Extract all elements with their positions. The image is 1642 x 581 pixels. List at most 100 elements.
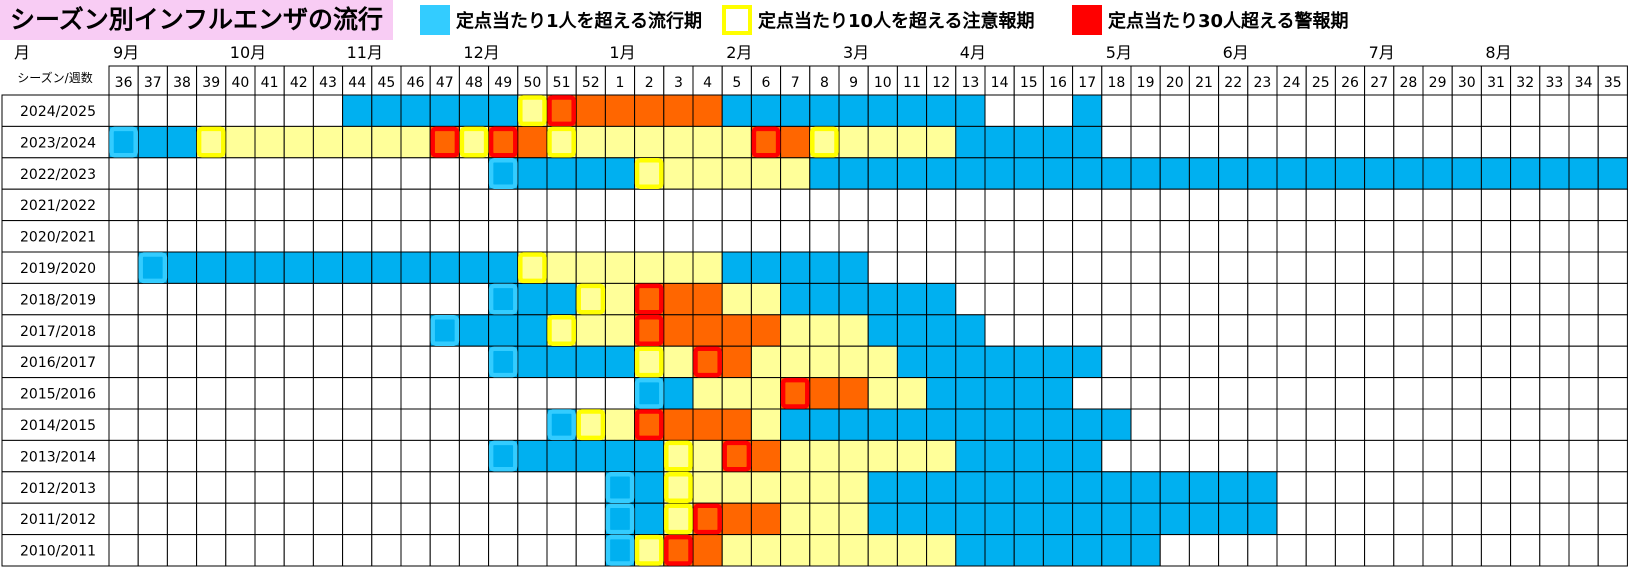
heatmap-cell (1597, 345, 1628, 379)
heatmap-cell (1510, 502, 1541, 536)
heatmap-cell (517, 188, 548, 222)
heatmap-cell (896, 345, 928, 379)
heatmap-cell (867, 251, 898, 284)
heatmap-cell (575, 439, 606, 473)
week-label: 16 (1049, 75, 1067, 91)
heatmap-cell (108, 251, 139, 284)
heatmap-cell (663, 125, 694, 159)
heatmap-cell (1013, 408, 1044, 441)
heatmap-cell (1218, 408, 1249, 441)
heatmap-cell (984, 502, 1015, 536)
week-header-cell (1451, 65, 1482, 96)
heatmap-cell (1101, 125, 1132, 159)
heatmap-cell (1276, 471, 1307, 504)
heatmap-cell (1042, 282, 1074, 316)
week-header-cell (488, 65, 519, 96)
heatmap-cell (1568, 408, 1599, 441)
heatmap-cell (809, 345, 840, 379)
month-label: 8月 (1485, 43, 1511, 62)
heatmap-cell (1597, 314, 1628, 347)
heatmap-cell (166, 251, 198, 284)
heatmap-cell (371, 282, 402, 316)
heatmap-cell (342, 94, 373, 127)
heatmap-cell (984, 251, 1015, 284)
heatmap-cell (1159, 282, 1190, 316)
heatmap-cell (1364, 125, 1395, 159)
heatmap-cell (1013, 534, 1044, 567)
heatmap-cell (488, 534, 519, 567)
heatmap-cell (955, 408, 986, 441)
heatmap-cell (984, 157, 1015, 190)
heatmap-cell (196, 345, 227, 379)
heatmap-cell (692, 408, 723, 441)
legend-label-advisory: 定点当たり10人を超える注意報期 (758, 11, 1035, 32)
heatmap-cell (225, 471, 256, 504)
heatmap-cell (838, 188, 869, 222)
heatmap-cell (196, 534, 227, 567)
heatmap-cell (342, 377, 373, 410)
heatmap-cell (342, 125, 373, 159)
heatmap-cell (458, 502, 490, 536)
heatmap-cell (1539, 94, 1570, 127)
season-label: 2020/2021 (20, 230, 96, 246)
heatmap-cell (1480, 282, 1512, 316)
heatmap-cell (634, 220, 665, 253)
week-label: 15 (1020, 75, 1038, 91)
heatmap-cell (926, 125, 957, 159)
heatmap-cell (1393, 188, 1424, 222)
heatmap-cell (955, 251, 986, 284)
legend-item-warning: 定点当たり30人超える警報期 (1072, 0, 1349, 40)
heatmap-cell (1013, 94, 1044, 127)
heatmap-cell (750, 94, 782, 127)
heatmap-cell (1305, 251, 1336, 284)
heatmap-cell (1188, 534, 1220, 567)
heatmap-cell (254, 220, 285, 253)
heatmap-cell (1188, 157, 1220, 190)
heatmap-cell (400, 502, 431, 536)
heatmap-cell (312, 282, 344, 316)
heatmap-cell (926, 345, 957, 379)
heatmap-cell (1247, 125, 1278, 159)
heatmap-cell (488, 251, 519, 284)
heatmap-cell (1247, 157, 1278, 190)
week-label: 47 (436, 75, 454, 91)
heatmap-cell (1451, 439, 1482, 473)
season-label: 2012/2013 (20, 481, 96, 497)
heatmap-cell (692, 220, 723, 253)
heatmap-cell (867, 471, 898, 504)
heatmap-cell (1188, 439, 1220, 473)
heatmap-cell (196, 220, 227, 253)
week-label: 29 (1429, 75, 1447, 91)
heatmap-cell (254, 408, 285, 441)
heatmap-cell (721, 188, 752, 222)
heatmap-cell (1159, 502, 1190, 536)
heatmap-cell (809, 188, 840, 222)
onset-marker (518, 95, 547, 127)
onset-marker (664, 534, 693, 566)
heatmap-cell (1042, 220, 1074, 253)
heatmap-cell (1480, 471, 1512, 504)
heatmap-cell (575, 471, 606, 504)
onset-marker (488, 346, 518, 378)
heatmap-cell (1364, 188, 1395, 222)
heatmap-cell (780, 220, 811, 253)
heatmap-cell (312, 439, 344, 473)
heatmap-cell (1276, 220, 1307, 253)
heatmap-cell (634, 188, 665, 222)
heatmap-cell (517, 157, 548, 190)
heatmap-cell (400, 408, 431, 441)
week-header-cell (604, 65, 636, 96)
heatmap-cell (517, 534, 548, 567)
heatmap-cell (575, 94, 606, 127)
heatmap-cell (1101, 377, 1132, 410)
week-label: 20 (1166, 75, 1184, 91)
heatmap-cell (663, 408, 694, 441)
heatmap-cell (371, 220, 402, 253)
heatmap-cell (1510, 282, 1541, 316)
heatmap-cell (1101, 439, 1132, 473)
heatmap-cell (867, 534, 898, 567)
heatmap-cell (1568, 157, 1599, 190)
heatmap-cell (1072, 188, 1103, 222)
heatmap-cell (721, 502, 752, 536)
heatmap-cell (663, 439, 694, 473)
